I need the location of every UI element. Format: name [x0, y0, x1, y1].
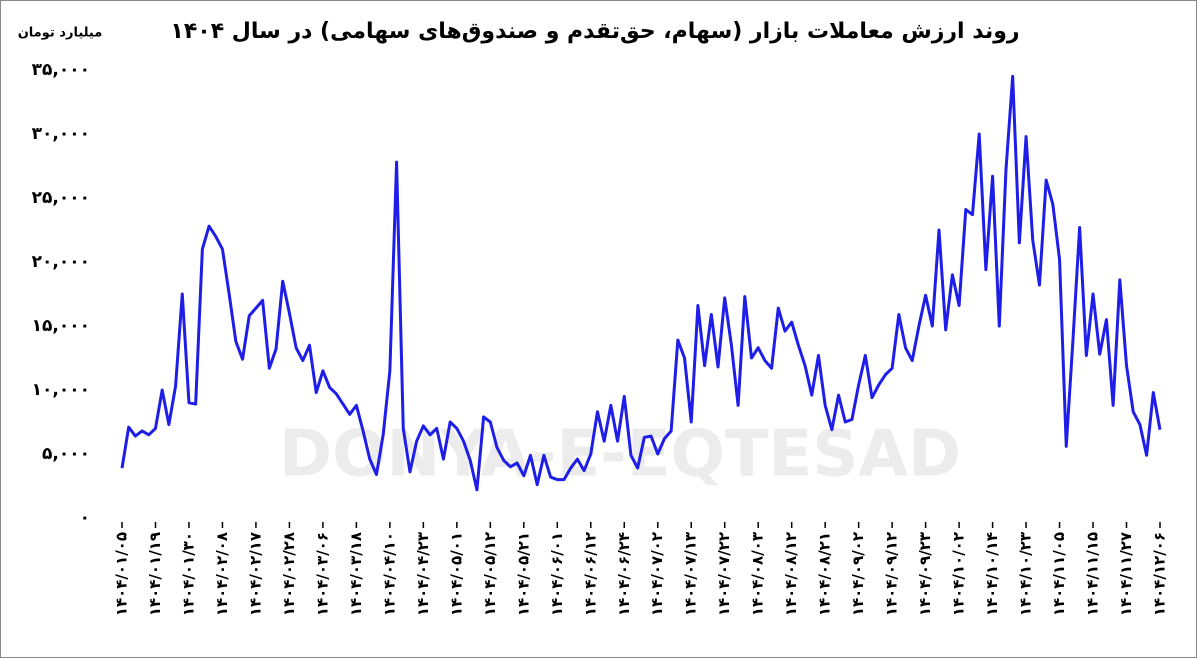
x-tick-label: ۱۴۰۴/۰۸/۱۲ [782, 532, 800, 616]
y-axis-label: میلیارد تومان [18, 26, 103, 41]
x-tick-label: ۱۴۰۴/۰۹/۰۲ [849, 532, 867, 616]
x-tick-label: ۱۴۰۴/۰۶/۲۴ [615, 532, 633, 616]
line-series [120, 74, 1162, 492]
x-tick-label: ۱۴۰۴/۰۳/۰۶ [313, 532, 331, 616]
x-tick-label: ۱۴۰۴/۱۱/۰۵ [1050, 532, 1068, 616]
x-tick-label: ۱۴۰۴/۱۲/۰۶ [1151, 532, 1169, 616]
y-tick-label: ۲۰,۰۰۰ [32, 252, 90, 272]
x-tick-label: ۱۴۰۴/۱۰/۱۴ [983, 532, 1001, 616]
x-tick-label: ۱۴۰۴/۱۰/۲۳ [1017, 532, 1035, 616]
y-tick-label: ۲۵,۰۰۰ [32, 188, 90, 208]
x-tick-label: ۱۴۰۴/۰۸/۰۳ [749, 532, 767, 616]
x-tick-label: ۱۴۰۴/۰۱/۱۹ [146, 532, 164, 616]
x-tick-label: ۱۴۰۴/۰۸/۲۱ [816, 532, 834, 616]
x-tick-label: ۱۴۰۴/۰۷/۲۲ [715, 532, 733, 616]
x-tick-label: ۱۴۰۴/۰۱/۰۵ [113, 532, 131, 616]
x-tick-label: ۱۴۰۴/۰۳/۱۸ [347, 532, 365, 616]
y-tick-label: ۰ [80, 508, 90, 528]
y-tick-label: ۳۵,۰۰۰ [32, 60, 90, 80]
x-tick-label: ۱۴۰۴/۰۱/۳۰ [179, 532, 197, 616]
y-tick-label: ۳۰,۰۰۰ [32, 124, 90, 144]
x-tick-label: ۱۴۰۴/۱۱/۱۵ [1084, 532, 1102, 616]
x-tick-label: ۱۴۰۴/۰۵/۱۲ [481, 532, 499, 616]
x-tick-label: ۱۴۰۴/۰۴/۲۳ [414, 532, 432, 616]
x-tick-label: ۱۴۰۴/۰۵/۰۱ [447, 532, 465, 616]
x-tick-label: ۱۴۰۴/۰۲/۲۸ [280, 532, 298, 616]
x-tick-label: ۱۴۰۴/۰۵/۲۱ [514, 532, 532, 616]
y-tick-label: ۱۰,۰۰۰ [32, 380, 90, 400]
x-tick-label: ۱۴۰۴/۰۶/۱۲ [581, 532, 599, 616]
x-tick-label: ۱۴۰۴/۰۲/۰۸ [213, 532, 231, 616]
x-tick-label: ۱۴۰۴/۰۷/۰۲ [648, 532, 666, 616]
x-tick-label: ۱۴۰۴/۰۴/۱۰ [380, 532, 398, 616]
x-tick-label: ۱۴۰۴/۰۶/۰۱ [548, 532, 566, 616]
y-tick-label: ۱۵,۰۰۰ [32, 316, 90, 336]
x-tick-label: ۱۴۰۴/۱۰/۰۲ [950, 532, 968, 616]
x-tick-label: ۱۴۰۴/۰۹/۱۲ [883, 532, 901, 616]
x-tick-label: ۱۴۰۴/۰۹/۲۳ [916, 532, 934, 616]
x-tick-label: ۱۴۰۴/۰۷/۱۳ [682, 532, 700, 616]
y-tick-label: ۵,۰۰۰ [42, 444, 90, 464]
chart-title: روند ارزش معاملات بازار (سهام، حق‌تقدم و… [170, 19, 1019, 44]
x-tick-label: ۱۴۰۴/۰۲/۱۷ [246, 532, 264, 616]
x-tick-label: ۱۴۰۴/۱۱/۲۷ [1117, 532, 1135, 616]
